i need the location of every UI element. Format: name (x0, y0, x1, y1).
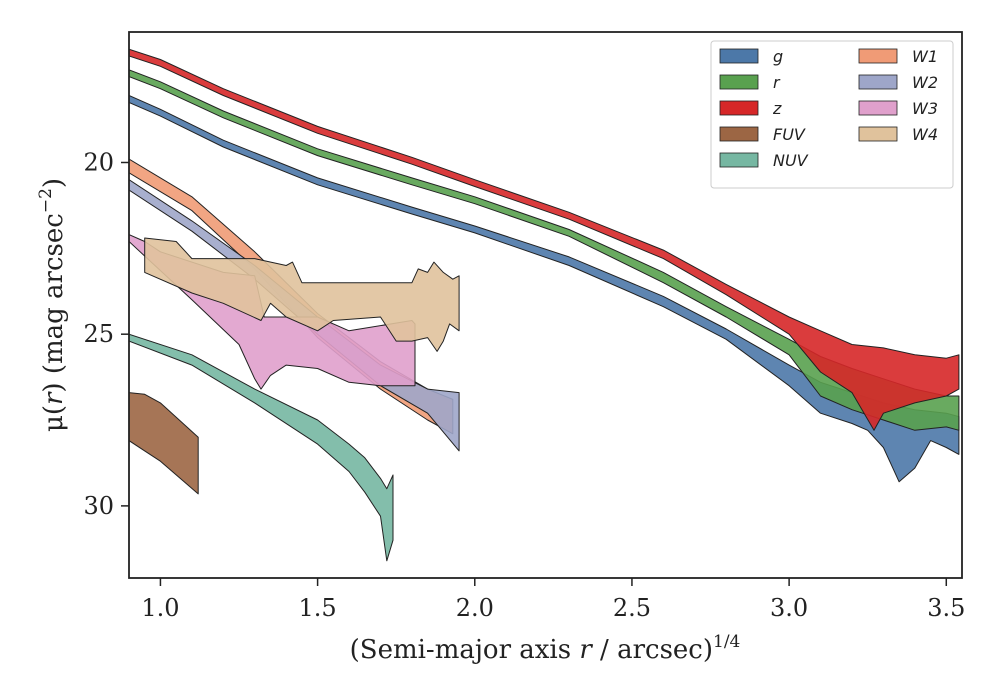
y-axis: 20 25 30 (83, 148, 129, 520)
plot-area (129, 48, 960, 562)
legend-label-w4: W4 (912, 125, 938, 144)
legend-swatch-g (719, 48, 759, 64)
series-area-g (129, 95, 960, 483)
legend-label-z: z (772, 99, 782, 118)
legend-swatch-w1 (858, 48, 898, 64)
legend-swatch-r (719, 74, 759, 90)
series-area-r (129, 69, 960, 431)
legend-label-w3: W3 (912, 99, 938, 118)
y-axis-label: μ(r) (mag arcsec−2) (36, 178, 69, 432)
x-tick-label: 3.5 (927, 594, 965, 622)
series-area-w4 (144, 237, 460, 352)
legend-swatch-nuv (719, 152, 759, 168)
x-tick-label: 1.0 (141, 594, 179, 622)
legend-label-w1: W1 (912, 47, 938, 66)
legend-label-g: g (773, 47, 783, 66)
series-area-nuv (129, 333, 394, 562)
x-tick-label: 2.5 (613, 594, 651, 622)
legend-swatch-w3 (858, 100, 898, 116)
legend: grz FUV NUV W1 W2 W3 W4 (710, 40, 954, 189)
y-tick-label: 25 (83, 320, 114, 348)
series-area-z (129, 48, 960, 431)
series-area-fuv (129, 392, 199, 495)
y-tick-label: 30 (83, 492, 114, 520)
x-axis: 1.0 1.5 2.0 2.5 3.0 3.5 (141, 578, 965, 622)
x-tick-label: 2.0 (456, 594, 494, 622)
x-tick-label: 3.0 (770, 594, 808, 622)
legend-label-r: r (773, 73, 781, 92)
y-tick-label: 20 (83, 148, 114, 176)
legend-label-fuv: FUV (773, 125, 806, 144)
legend-swatch-w4 (858, 126, 898, 142)
plot-frame (128, 31, 963, 579)
legend-swatch-z (719, 100, 759, 116)
legend-swatch-w2 (858, 74, 898, 90)
x-tick-label: 1.5 (299, 594, 337, 622)
legend-swatch-fuv (719, 126, 759, 142)
x-axis-label: (Semi-major axis r / arcsec)1/4 (350, 632, 741, 665)
legend-label-w2: W2 (912, 73, 938, 92)
legend-label-nuv: NUV (773, 151, 809, 170)
